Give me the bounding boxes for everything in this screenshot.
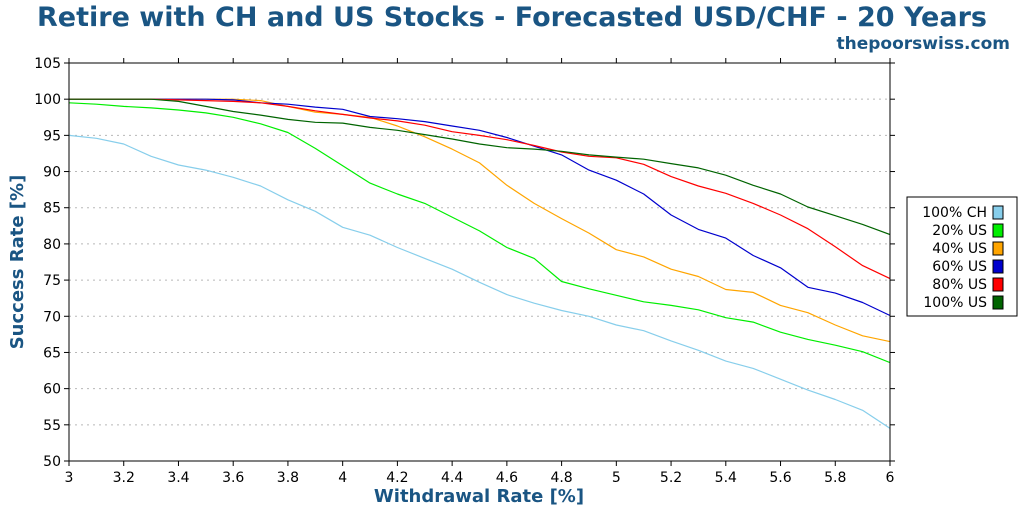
chart-title: Retire with CH and US Stocks - Forecaste… [37, 2, 987, 33]
legend-swatch [992, 241, 1004, 256]
x-tick-label: 5.4 [715, 470, 737, 486]
y-tick-label: 90 [43, 165, 61, 181]
y-axis-label: Success Rate [%] [7, 175, 28, 350]
series-line-100-us [69, 98, 891, 236]
legend-label: 100% CH [922, 205, 987, 221]
series-line-60-us [69, 98, 891, 317]
x-tick-label: 5.8 [824, 470, 846, 486]
plot-area-frame [68, 62, 891, 462]
series-line-100-ch [68, 134, 891, 429]
y-tick-label: 50 [43, 454, 61, 470]
x-tick-label: 4.2 [386, 470, 408, 486]
y-tick-label: 55 [43, 418, 61, 434]
x-tick-label: 4 [338, 470, 347, 486]
y-tick-label: 80 [43, 237, 61, 253]
x-tick-label: 4.6 [496, 470, 518, 486]
legend-swatch [992, 259, 1004, 274]
y-tick-label: 100 [34, 92, 61, 108]
source-label: thepoorswiss.com [837, 34, 1011, 54]
x-tick-label: 3.6 [222, 470, 244, 486]
series-lines [68, 98, 891, 429]
x-tick-label: 5.6 [769, 470, 791, 486]
x-tick-label: 3.8 [277, 470, 299, 486]
x-tick-label: 3.2 [113, 470, 135, 486]
x-tick-label: 3 [65, 470, 74, 486]
y-tick-label: 105 [34, 56, 61, 72]
x-tick-label: 3.4 [167, 470, 189, 486]
x-axis-label: Withdrawal Rate [%] [374, 486, 584, 507]
legend-label: 100% US [923, 295, 987, 311]
series-line-20-us [68, 102, 891, 364]
series-line-80-us [69, 98, 891, 280]
y-tick-label: 65 [43, 345, 61, 361]
legend-label: 40% US [932, 241, 987, 257]
legend-label: 20% US [932, 223, 987, 239]
legend-swatch [992, 295, 1004, 310]
x-tick-label: 4.8 [550, 470, 572, 486]
legend-label: 80% US [932, 277, 987, 293]
legend-swatch [992, 277, 1004, 292]
y-tick-label: 60 [43, 382, 61, 398]
x-tick-label: 4.4 [441, 470, 463, 486]
y-tick-label: 70 [43, 309, 61, 325]
legend-swatch [992, 205, 1004, 220]
x-tick-label: 5 [612, 470, 621, 486]
x-tick-label: 6 [886, 470, 895, 486]
grid [69, 98, 890, 426]
x-tick-label: 5.2 [660, 470, 682, 486]
legend: 100% CH 20% US 40% US 60% US 80% US 100% US [906, 196, 1018, 317]
y-tick-label: 95 [43, 128, 61, 144]
y-tick-label: 85 [43, 201, 61, 217]
y-tick-label: 75 [43, 273, 61, 289]
legend-label: 60% US [932, 259, 987, 275]
legend-swatch [992, 223, 1004, 238]
